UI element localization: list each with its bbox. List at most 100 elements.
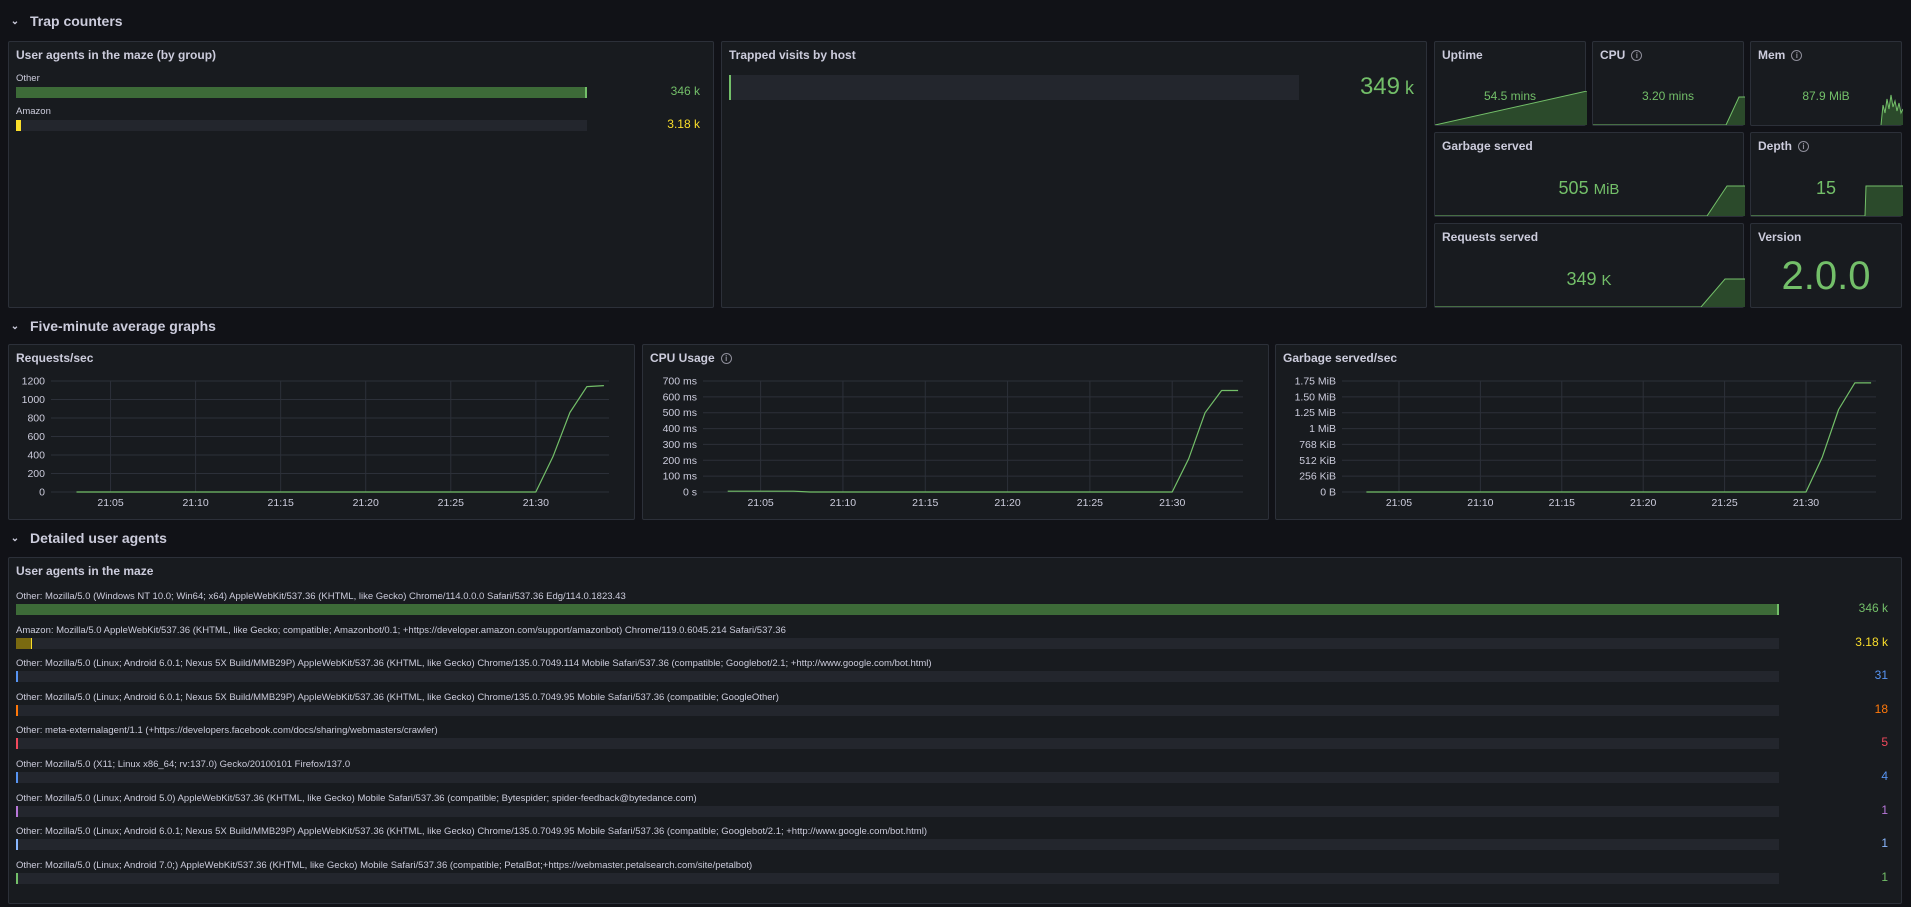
x-tick-label: 21:05 (97, 497, 123, 509)
x-tick-label: 21:20 (353, 497, 379, 509)
cpu-panel: CPU i 3.20 mins (1592, 41, 1745, 126)
row-detailed[interactable]: ⌄ Detailed user agents (10, 526, 167, 550)
y-tick-label: 100 ms (663, 471, 697, 483)
garbage-sparkline (1435, 185, 1745, 216)
depth-sparkline (1751, 185, 1903, 216)
y-tick-label: 400 ms (663, 423, 697, 435)
group-bar-track (16, 120, 587, 131)
chevron-down-icon: ⌄ (10, 320, 20, 332)
y-tick-label: 1000 (22, 394, 46, 406)
detail-bar-value: 5 (1881, 735, 1888, 749)
detail-bar-label: Amazon: Mozilla/5.0 AppleWebKit/537.36 (… (16, 625, 786, 636)
info-icon[interactable]: i (720, 352, 732, 364)
detail-bar-value: 346 k (1858, 601, 1888, 615)
detail-bar-track (16, 839, 1779, 850)
detail-bar-label: Other: meta-externalagent/1.1 (+https://… (16, 725, 438, 736)
detail-bar (16, 873, 18, 884)
version-value: 2.0.0 (1781, 254, 1871, 298)
series-line (1366, 382, 1872, 493)
detail-bar-value: 1 (1881, 803, 1888, 817)
y-tick-label: 600 (27, 431, 45, 443)
detail-bar-label: Other: Mozilla/5.0 (Linux; Android 5.0) … (16, 793, 697, 804)
x-tick-label: 21:05 (747, 497, 773, 509)
panel-title: Mem i (1758, 48, 1803, 62)
info-icon[interactable]: i (1791, 49, 1803, 61)
detail-bar-track (16, 671, 1779, 682)
panel-title: Garbage served/sec (1283, 351, 1398, 365)
info-icon[interactable]: i (1631, 49, 1643, 61)
detail-bar-value: 1 (1881, 836, 1888, 850)
info-icon[interactable]: i (1798, 140, 1809, 152)
panel-title: Requests served (1442, 230, 1539, 244)
x-tick-label: 21:15 (1549, 497, 1575, 509)
group-bar (16, 120, 21, 131)
y-tick-label: 600 ms (663, 391, 697, 403)
mem-panel: Mem i 87.9 MiB (1750, 41, 1903, 126)
host-bar (729, 75, 1299, 100)
requests-sparkline (1435, 278, 1745, 307)
y-tick-label: 0 (39, 487, 45, 499)
y-tick-label: 500 ms (663, 407, 697, 419)
detail-bar-value: 1 (1881, 870, 1888, 884)
group-bar-label: Amazon (16, 106, 51, 117)
detail-bar-label: Other: Mozilla/5.0 (Linux; Android 6.0.1… (16, 826, 927, 837)
y-tick-label: 1.75 MiB (1295, 376, 1336, 388)
group-bar (16, 87, 587, 98)
y-tick-label: 200 (27, 468, 45, 480)
requests-chart-panel: Requests/sec 1200 1000 800 600 400 200 0 21:05 2… (8, 344, 635, 520)
group-bar-label: Other (16, 73, 40, 84)
y-tick-label: 800 (27, 413, 45, 425)
detail-bar-value: 31 (1874, 668, 1888, 682)
panel-title: Depth i (1758, 139, 1809, 153)
depth-value: 15 (1815, 178, 1837, 198)
y-tick-label: 0 s (683, 487, 697, 499)
panel-title: Garbage served (1442, 139, 1533, 153)
garbage-value: 505 MiB (1558, 178, 1620, 198)
x-tick-label: 21:30 (523, 497, 549, 509)
x-tick-label: 21:15 (268, 497, 294, 509)
y-tick-label: 1.25 MiB (1295, 407, 1336, 419)
detailed-panel: User agents in the maze Other: Mozilla/5… (8, 557, 1902, 904)
row-five-minute[interactable]: ⌄ Five-minute average graphs (10, 314, 216, 338)
row-title: Five-minute average graphs (30, 318, 216, 334)
y-tick-label: 512 KiB (1299, 455, 1336, 467)
series-line (727, 389, 1239, 493)
detail-bar (16, 671, 18, 682)
detail-bar-label: Other: Mozilla/5.0 (Linux; Android 7.0;)… (16, 860, 753, 871)
y-tick-label: 200 ms (663, 455, 697, 467)
uptime-sparkline (1435, 91, 1587, 125)
uptime-value: 54.5 mins (1483, 89, 1537, 103)
x-tick-label: 21:10 (1467, 497, 1493, 509)
panel-title: CPU Usage i (650, 351, 732, 365)
row-title: Trap counters (30, 13, 123, 29)
series-line (76, 385, 604, 493)
detail-bar-label: Other: Mozilla/5.0 (Linux; Android 6.0.1… (16, 658, 932, 669)
uptime-panel: Uptime 54.5 mins (1434, 41, 1587, 126)
panel-title: CPU i (1600, 48, 1643, 62)
detail-bar-value: 3.18 k (1855, 635, 1888, 649)
host-value: 349 k (1359, 73, 1414, 100)
group-panel: User agents in the maze (by group) Other… (8, 41, 714, 308)
detail-bar-label: Other: Mozilla/5.0 (Linux; Android 6.0.1… (16, 692, 779, 703)
detail-bar (16, 705, 18, 716)
cpu-chart-panel: CPU Usage i 700 ms 600 ms 500 ms 400 ms 300 m… (642, 344, 1269, 520)
requests-panel: Requests served 349 K (1434, 223, 1745, 308)
row-trap-counters[interactable]: ⌄ Trap counters (10, 9, 123, 33)
group-bar-value: 346 k (670, 84, 700, 98)
detail-bar (16, 738, 18, 749)
cpu-value: 3.20 mins (1641, 89, 1695, 103)
x-tick-label: 21:25 (1711, 497, 1737, 509)
panel-title: Trapped visits by host (729, 48, 856, 62)
detail-bar-track (16, 604, 1779, 615)
y-tick-label: 300 ms (663, 439, 697, 451)
y-tick-label: 0 B (1320, 487, 1336, 499)
detail-bar (16, 638, 32, 649)
chevron-down-icon: ⌄ (10, 15, 20, 27)
row-title: Detailed user agents (30, 530, 167, 546)
panel-title: User agents in the maze (16, 564, 154, 578)
x-tick-label: 21:10 (830, 497, 856, 509)
x-tick-label: 21:10 (182, 497, 208, 509)
panel-title: Version (1758, 230, 1802, 244)
x-tick-label: 21:20 (994, 497, 1020, 509)
detail-bar-track (16, 772, 1779, 783)
